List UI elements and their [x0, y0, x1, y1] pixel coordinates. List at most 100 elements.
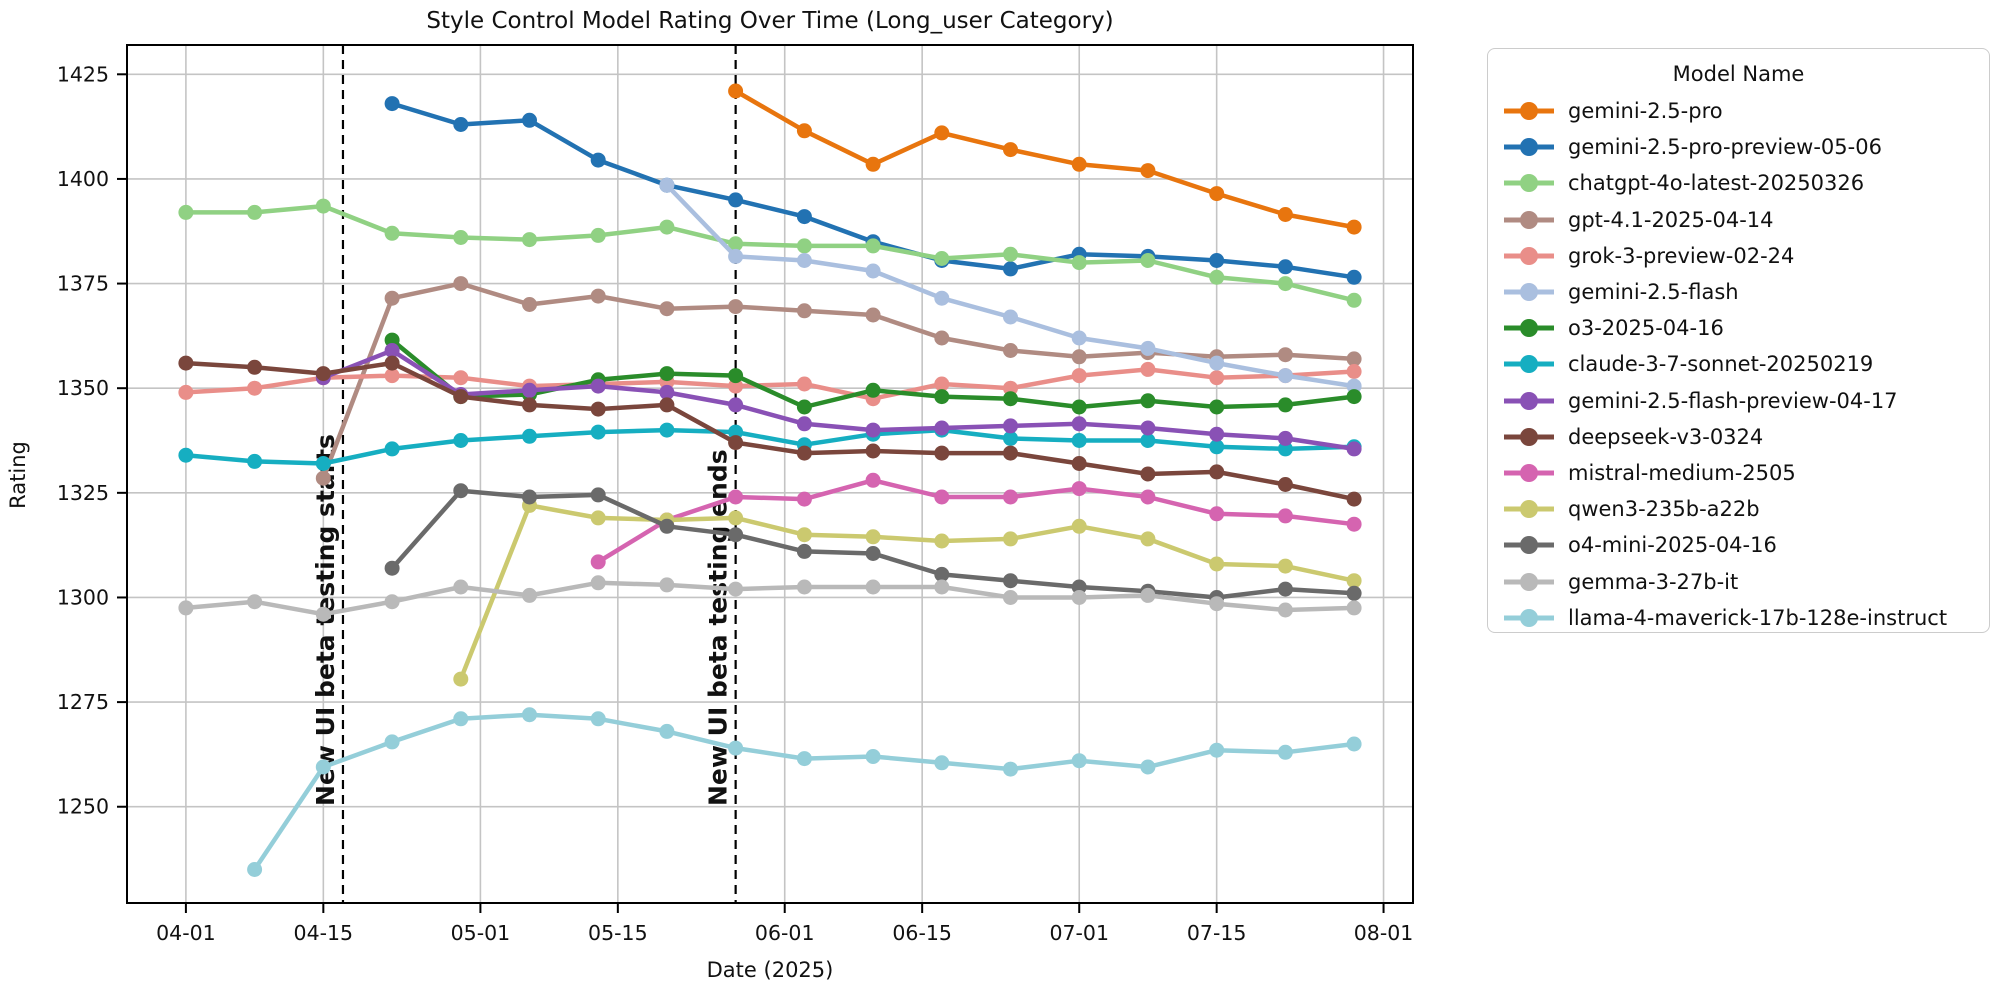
legend-item-gemini-2.5-pro: gemini-2.5-pro [1502, 93, 1975, 129]
data-point [865, 422, 881, 438]
data-point [1277, 744, 1293, 760]
data-point [1071, 579, 1087, 595]
y-tick-label: 1275 [57, 690, 109, 714]
data-point [1003, 590, 1018, 605]
legend-swatch-icon [1504, 174, 1554, 193]
series-llama-4-maverick-17b-128e-instruct [247, 707, 1362, 877]
data-point [1346, 389, 1362, 405]
data-point [178, 355, 194, 371]
data-point [659, 177, 675, 193]
data-point [590, 711, 606, 727]
x-tick-label: 05-15 [588, 921, 648, 945]
legend-swatch-icon [1504, 427, 1554, 446]
data-point [796, 445, 812, 461]
data-point [1346, 491, 1362, 507]
data-point [315, 606, 331, 622]
data-point [796, 527, 812, 543]
data-point [453, 433, 469, 448]
data-point [1209, 464, 1225, 480]
data-point [934, 420, 950, 436]
data-point [934, 251, 950, 266]
data-point [659, 301, 675, 317]
legend-item-gemma-3-27b-it: gemma-3-27b-it [1502, 563, 1975, 599]
data-point [1209, 556, 1225, 572]
data-point [865, 472, 881, 488]
data-point [315, 456, 331, 471]
data-point [315, 759, 331, 775]
data-point [796, 209, 812, 225]
data-point [796, 751, 812, 767]
data-point [1071, 349, 1087, 365]
data-point [1003, 380, 1018, 396]
data-point [1071, 753, 1087, 769]
data-point [1071, 456, 1087, 471]
data-point [659, 397, 675, 413]
data-point [1003, 445, 1018, 461]
data-point [728, 424, 744, 440]
data-point [1003, 343, 1018, 358]
data-point [796, 376, 812, 392]
data-point [590, 152, 606, 168]
y-tick-label: 1250 [57, 795, 109, 819]
data-point [1140, 531, 1156, 547]
data-point [1277, 441, 1293, 457]
legend-item-grok-3-preview-02-24: grok-3-preview-02-24 [1502, 238, 1975, 274]
data-point [865, 263, 881, 279]
legend-item-label: o4-mini-2025-04-16 [1568, 533, 1777, 558]
y-axis-label: Rating [6, 441, 30, 509]
data-point [384, 441, 400, 457]
data-point [453, 389, 469, 405]
data-point [1277, 581, 1293, 597]
series-o4-mini-2025-04-16 [384, 483, 1362, 605]
legend-item-llama-4-maverick-17b-128e-instruct: llama-4-maverick-17b-128e-instruct [1502, 600, 1975, 636]
data-point [728, 299, 744, 315]
legend-item-label: gemini-2.5-pro-preview-05-06 [1568, 135, 1882, 160]
data-point [1140, 489, 1156, 505]
data-point [728, 740, 744, 756]
data-point [453, 671, 469, 687]
series-gemini-2.5-flash-preview-04-17 [315, 343, 1362, 457]
y-tick-label: 1350 [57, 376, 109, 400]
data-point [1209, 596, 1225, 612]
data-point [1209, 253, 1225, 268]
data-point [178, 204, 194, 220]
data-point [384, 594, 400, 610]
data-point [522, 382, 537, 398]
data-point [934, 290, 950, 306]
data-point [865, 529, 881, 545]
legend-items: gemini-2.5-pro gemini-2.5-pro-preview-05-… [1502, 93, 1975, 636]
series-qwen3-235b-a22b [453, 497, 1362, 687]
data-point [1140, 163, 1156, 179]
plot-border [126, 44, 1414, 904]
legend-swatch-icon [1504, 536, 1554, 555]
data-point [1071, 156, 1087, 172]
data-point [247, 359, 263, 375]
series-gemini-2.5-flash [659, 177, 1362, 394]
data-point [315, 470, 331, 486]
legend-item-label: gemini-2.5-pro [1568, 99, 1723, 124]
legend-swatch-icon [1504, 391, 1554, 410]
data-point [934, 330, 950, 346]
legend-swatch-icon [1504, 283, 1554, 302]
data-point [1277, 602, 1293, 618]
data-point [384, 560, 400, 576]
data-point [934, 755, 950, 771]
data-point [1140, 420, 1156, 436]
data-point [247, 862, 263, 877]
data-point [1071, 518, 1087, 534]
data-point [590, 378, 606, 394]
x-tick-label: 04-01 [156, 921, 216, 945]
data-point [728, 581, 744, 597]
legend-item-label: llama-4-maverick-17b-128e-instruct [1568, 605, 1948, 630]
data-point [1003, 531, 1018, 547]
data-point [1140, 340, 1156, 356]
data-point [522, 707, 537, 723]
data-point [247, 380, 263, 396]
legend-item-label: gemini-2.5-flash [1568, 280, 1739, 305]
data-point [1346, 269, 1362, 285]
data-point [1209, 186, 1225, 202]
data-point [1209, 506, 1225, 522]
data-point [796, 491, 812, 507]
data-point [1346, 292, 1362, 308]
data-point [522, 397, 537, 413]
